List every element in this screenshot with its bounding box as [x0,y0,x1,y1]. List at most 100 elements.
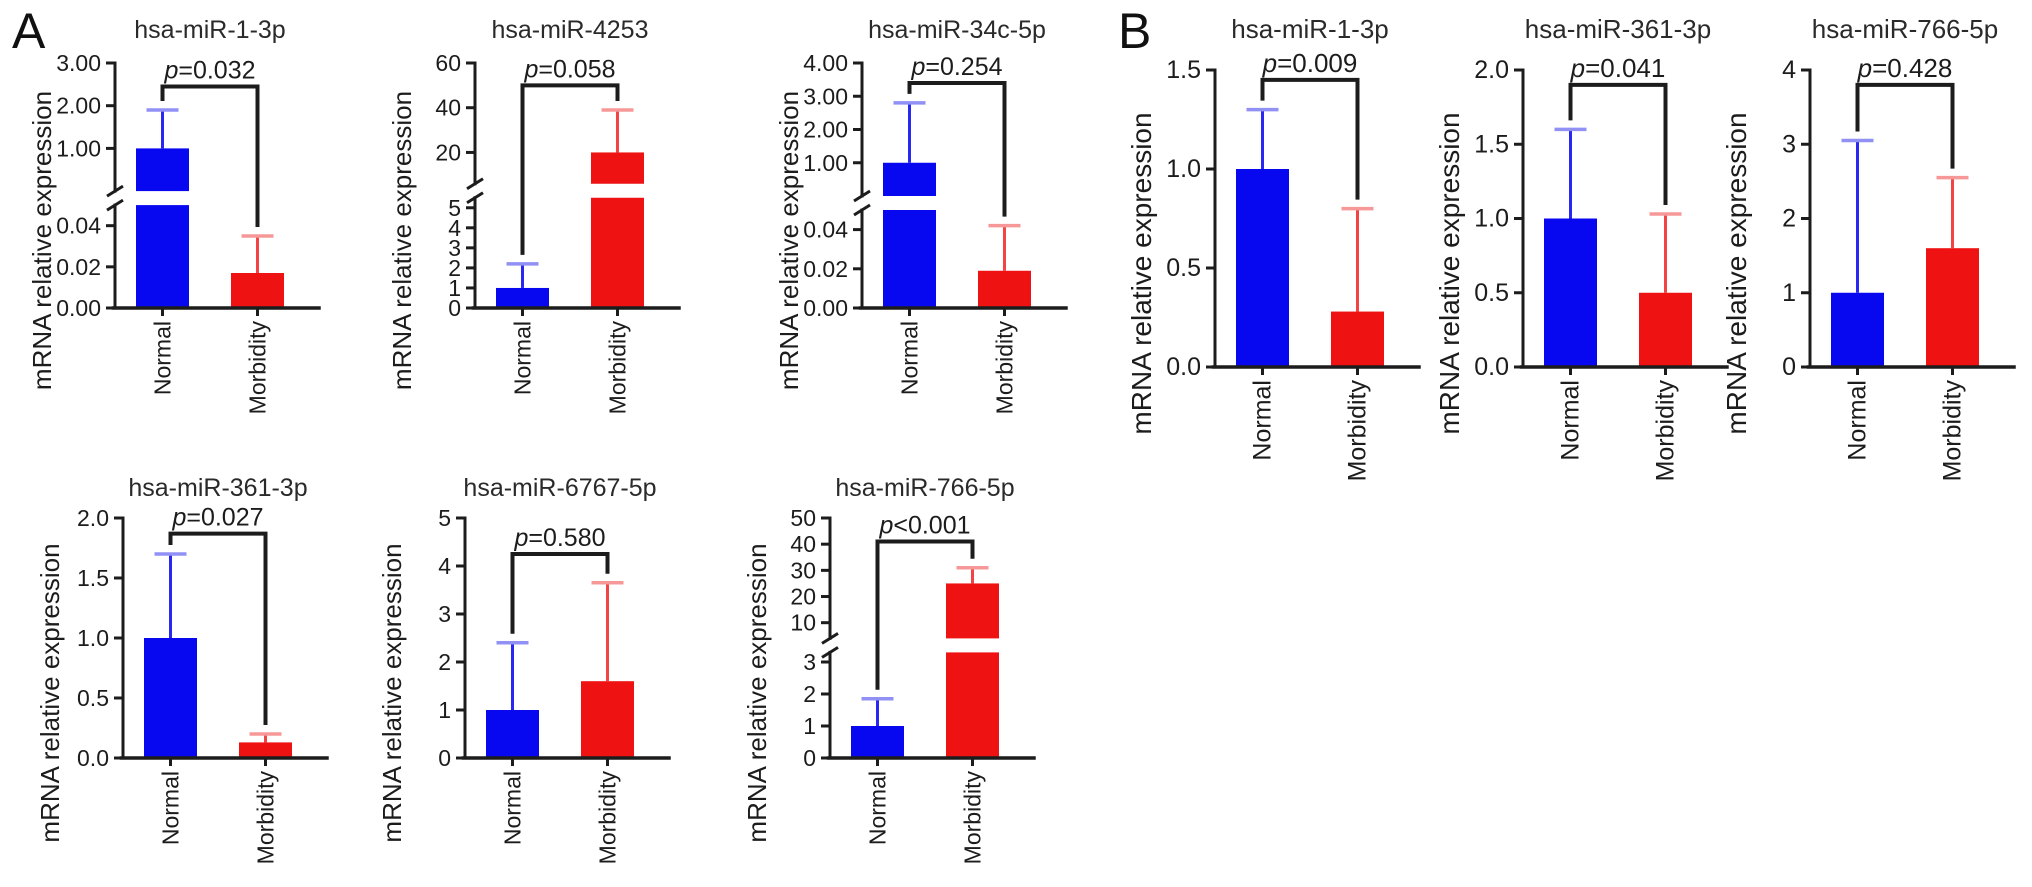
significance-bracket [1855,82,1955,169]
y-tick-label: 5 [438,505,451,531]
bar-normal [144,638,197,758]
chart-hsa-miR-1-3p-panel-A: hsa-miR-1-3p mRNA relative expression 0.00… [27,8,339,468]
y-axis-title: mRNA relative expression [377,543,407,842]
y-tick-label: 0.5 [77,685,109,711]
x-category-label-normal: Normal [1844,380,1872,461]
axis-break-mark [466,191,484,205]
significance-bracket [1568,82,1668,206]
x-category-label-normal: Normal [500,771,526,845]
x-category-label-morbidity: Morbidity [253,771,279,865]
p-value-label: p=0.009 [1262,48,1358,78]
y-tick-label: 1.0 [77,625,109,651]
y-tick-label: 3 [448,235,461,261]
y-tick-label: 1 [448,275,461,301]
y-tick-label: 1.5 [1474,130,1509,158]
bar-morbidity [1331,311,1384,367]
p-value-label: p=0.254 [910,53,1002,81]
y-tick-label: 2.0 [1474,56,1509,84]
y-tick-label: 1.0 [1474,205,1509,233]
y-axis-title: mRNA relative expression [27,91,57,390]
x-category-label-normal: Normal [865,771,891,845]
y-tick-label: 1.00 [56,135,101,161]
y-tick-label: 40 [790,531,816,557]
p-value-label: p=0.058 [523,55,615,83]
y-tick-label: 0 [1782,353,1796,381]
axis-break-mark [821,646,839,659]
chart-svg: hsa-miR-361-3p mRNA relative expression 0.… [35,474,329,865]
y-axis-title: mRNA relative expression [1434,112,1465,434]
y-tick-label: 0.0 [1474,353,1509,381]
chart-title: hsa-miR-361-3p [128,474,307,502]
y-tick-label: 1.5 [1166,56,1201,84]
p-value-label: p=0.027 [171,504,263,532]
chart-hsa-miR-6767-5p-panel-A: hsa-miR-6767-5p mRNA relative expression 0… [377,470,689,885]
y-tick-label: 3.00 [56,50,101,76]
chart-hsa-miR-34c-5p-panel-A: hsa-miR-34c-5p mRNA relative expression 0.… [774,8,1086,468]
x-category-label-normal: Normal [158,771,184,845]
bar-normal [883,162,936,196]
y-tick-label: 3 [1782,130,1796,158]
y-tick-label: 0.00 [56,295,101,321]
chart-hsa-miR-766-5p-panel-B: hsa-miR-766-5p mRNA relative expression 0 1… [1721,8,2032,508]
y-tick-label: 5 [448,195,461,221]
y-tick-label: 30 [790,557,816,583]
y-tick-label: 1 [438,697,451,723]
y-tick-label: 20 [790,584,816,610]
bar-morbidity [1926,248,1979,367]
y-tick-label: 1.0 [1166,155,1201,183]
chart-title: hsa-miR-4253 [491,16,648,44]
y-tick-label: 0.5 [1474,279,1509,307]
y-tick-label: 1.5 [77,565,109,591]
chart-hsa-miR-361-3p-panel-A: hsa-miR-361-3p mRNA relative expression 0.… [35,470,347,885]
chart-svg: hsa-miR-34c-5p mRNA relative expression 0.… [774,16,1068,414]
chart-svg: hsa-miR-6767-5p mRNA relative expression 0… [377,474,671,864]
panel-b-label: B [1118,3,1152,59]
bar-normal [1236,169,1289,367]
y-tick-label: 4 [438,553,451,579]
y-tick-label: 3 [803,649,816,675]
p-value-label: p=0.580 [513,524,605,552]
bar-morbidity [591,152,644,184]
chart-svg: hsa-miR-766-5p mRNA relative expression 0 1… [1721,14,2016,482]
x-category-label-morbidity: Morbidity [1344,380,1372,482]
y-tick-label: 3.00 [803,83,848,109]
bar-morbidity [978,270,1031,308]
axis-break-mark [106,198,124,212]
y-tick-label: 0.02 [56,254,101,280]
y-tick-label: 20 [435,139,461,165]
y-tick-label: 2.00 [56,93,101,119]
chart-svg: hsa-miR-4253 mRNA relative expression 0123… [387,16,681,414]
chart-hsa-miR-766-5p-panel-A: hsa-miR-766-5p mRNA relative expression 0 1… [742,470,1054,885]
bar-normal [851,726,904,758]
y-tick-label: 2 [1782,205,1796,233]
y-tick-label: 0.02 [803,256,848,282]
x-category-label-normal: Normal [1249,380,1277,461]
y-tick-label: 0 [448,295,461,321]
x-category-label-morbidity: Morbidity [1939,380,1967,482]
chart-svg: hsa-miR-766-5p mRNA relative expression 0 1… [742,474,1036,864]
significance-bracket [510,552,610,634]
x-category-label-normal: Normal [1557,380,1585,461]
bar-morbidity-lower [946,652,999,758]
y-tick-label: 0.00 [803,295,848,321]
y-axis-title: mRNA relative expression [35,543,65,842]
bar-morbidity-lower [591,197,644,308]
y-axis-title: mRNA relative expression [774,91,804,390]
bar-morbidity [239,742,292,758]
y-tick-label: 2.0 [77,505,109,531]
chart-title: hsa-miR-34c-5p [868,16,1046,44]
y-tick-label: 2 [803,681,816,707]
y-tick-label: 0.0 [1166,353,1201,381]
x-category-label-morbidity: Morbidity [245,321,271,415]
y-axis-title: mRNA relative expression [742,543,772,842]
y-tick-label: 0.04 [56,213,101,239]
x-category-label-normal: Normal [150,321,176,395]
y-tick-label: 0.04 [803,217,848,243]
y-tick-label: 0 [803,745,816,771]
bar-normal [1831,292,1884,367]
bar-morbidity [946,583,999,639]
p-value-label: p=0.041 [1570,53,1666,83]
significance-bracket [160,84,260,227]
